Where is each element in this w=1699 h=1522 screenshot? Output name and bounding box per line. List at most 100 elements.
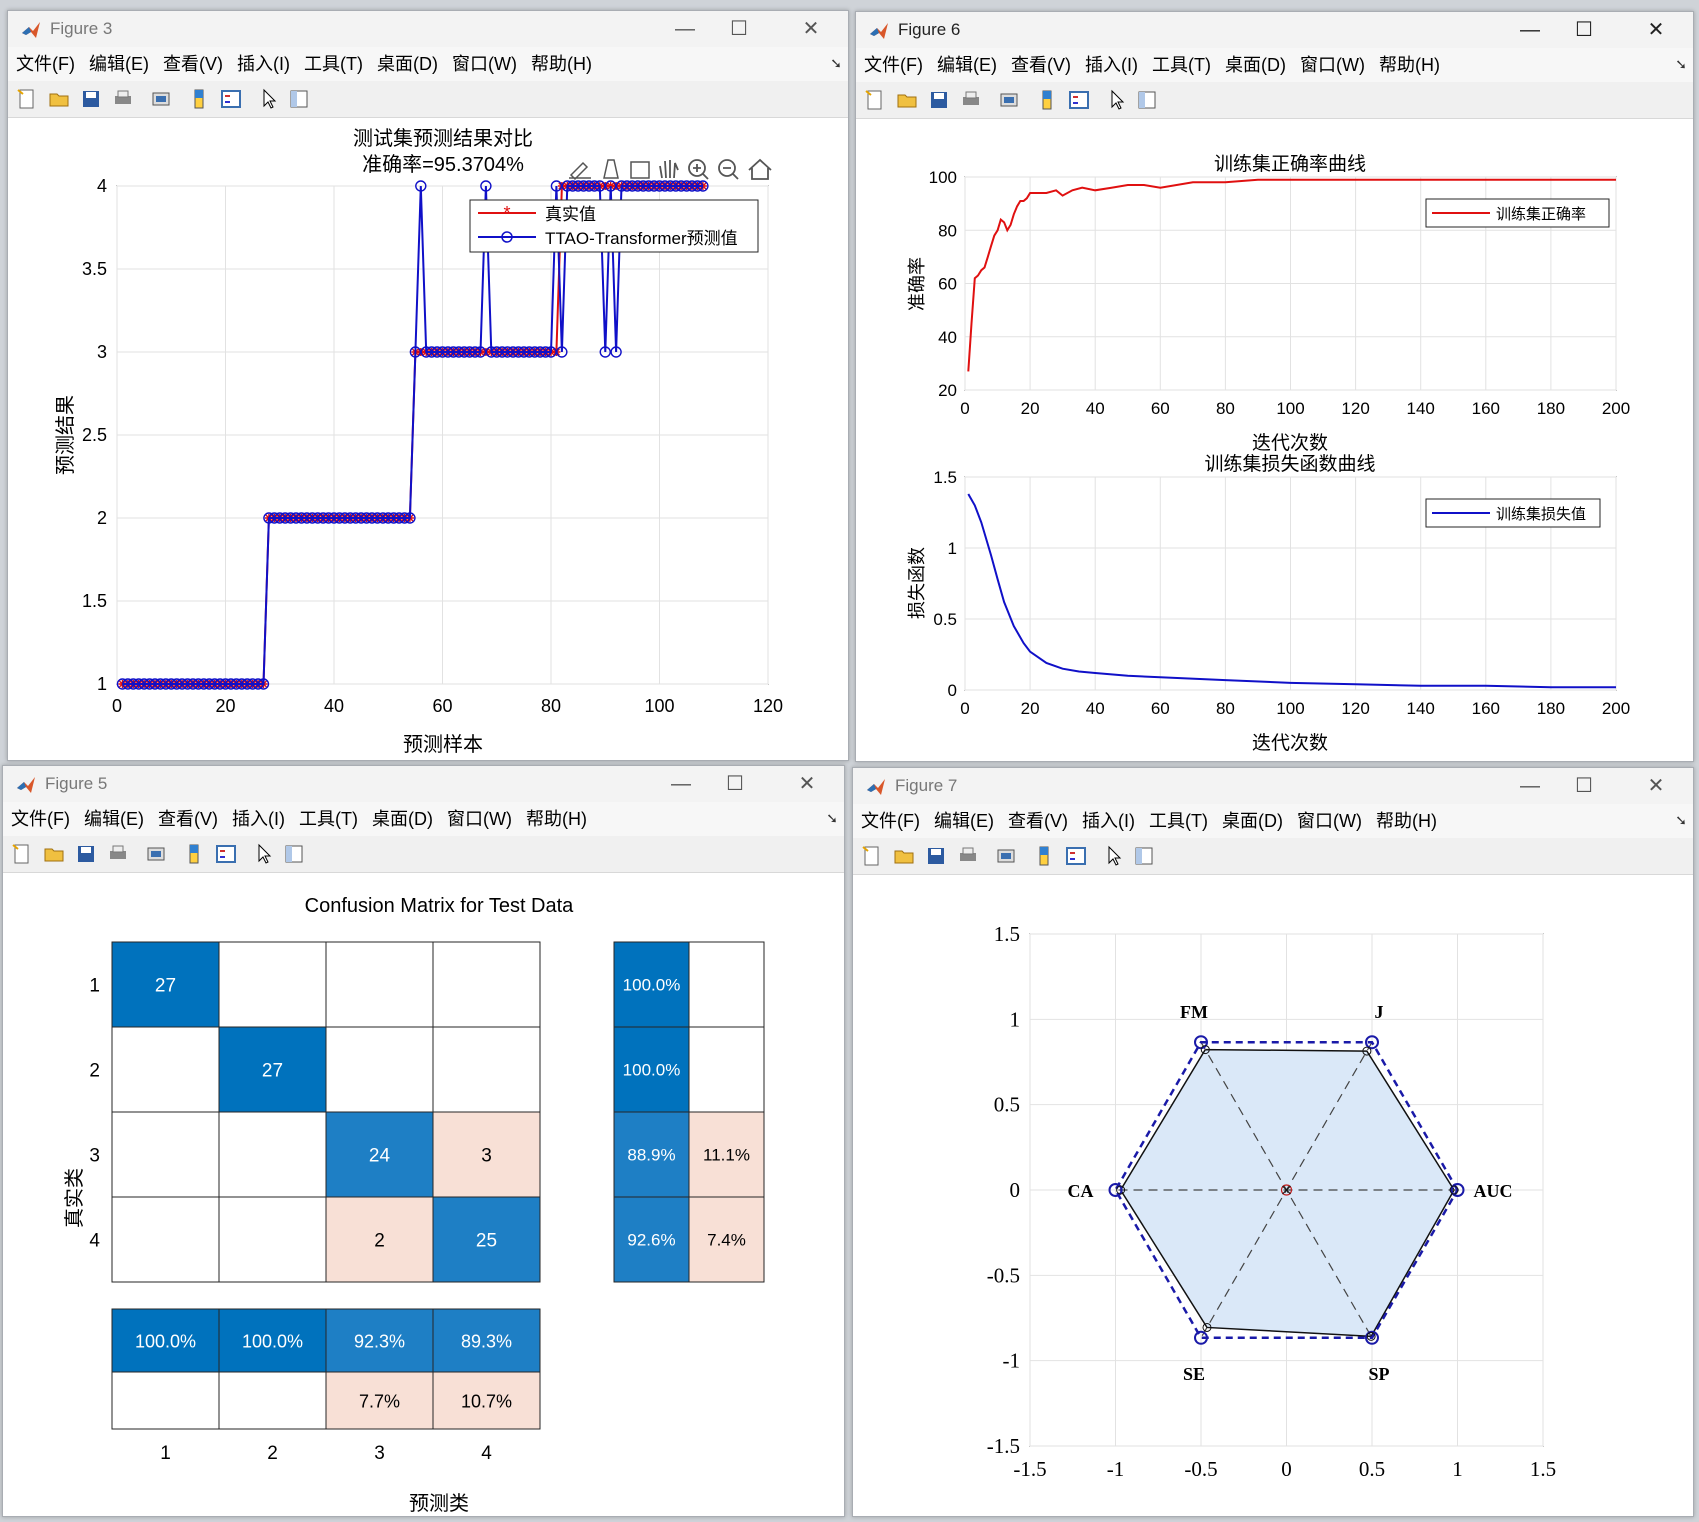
print-icon[interactable] <box>107 843 129 865</box>
maximize-icon[interactable]: ☐ <box>730 18 748 40</box>
maximize-icon[interactable]: ☐ <box>1575 775 1593 797</box>
legend-icon[interactable] <box>220 88 242 110</box>
home-icon[interactable] <box>748 158 772 180</box>
print-preview-icon[interactable] <box>998 89 1020 111</box>
data-tips-icon[interactable] <box>603 159 619 179</box>
dock-arrow-icon[interactable]: ➘ <box>826 810 838 826</box>
dock-arrow-icon[interactable]: ➘ <box>830 55 842 71</box>
figure3-chart[interactable]: 0 20 40 60 80 100 120 11.522.533.54 测试集预测结果对比 … <box>8 118 848 760</box>
menu-file[interactable]: 文件(F) <box>11 809 70 829</box>
pointer-icon[interactable] <box>258 88 280 110</box>
print-preview-icon[interactable] <box>150 88 172 110</box>
menu-insert[interactable]: 插入(I) <box>1081 811 1135 831</box>
menu-tools[interactable]: 工具(T) <box>303 54 363 74</box>
pointer-icon[interactable] <box>1103 845 1125 867</box>
menu-help[interactable]: 帮助(H) <box>525 809 587 829</box>
pointer-icon[interactable] <box>253 843 275 865</box>
minimize-icon[interactable]: — <box>1520 775 1540 797</box>
loss-legend[interactable]: 训练集损失值 <box>1425 498 1601 528</box>
menu-view[interactable]: 查看(V) <box>1010 55 1071 75</box>
legend-icon[interactable] <box>1065 845 1087 867</box>
menu-window[interactable]: 窗口(W) <box>446 809 512 829</box>
new-figure-icon[interactable] <box>11 843 33 865</box>
menu-view[interactable]: 查看(V) <box>157 809 218 829</box>
menu-insert[interactable]: 插入(I) <box>236 54 290 74</box>
save-icon[interactable] <box>80 88 102 110</box>
radar-chart[interactable]: -1.5 -1 -0.5 0 0.5 1 1.5 1.5 1 0.5 0 -0.5 -1 -1.5 AUC… <box>853 875 1693 1516</box>
colorbar-icon[interactable] <box>188 88 210 110</box>
print-icon[interactable] <box>957 845 979 867</box>
dock-arrow-icon[interactable]: ➘ <box>1675 56 1687 72</box>
menu-tools[interactable]: 工具(T) <box>1151 55 1211 75</box>
pan-icon-box[interactable] <box>630 161 650 179</box>
menu-insert[interactable]: 插入(I) <box>1084 55 1138 75</box>
brush-icon[interactable] <box>569 161 591 181</box>
minimize-icon[interactable]: — <box>1520 19 1540 41</box>
new-figure-icon[interactable] <box>16 88 38 110</box>
legend-icon[interactable] <box>215 843 237 865</box>
dock-arrow-icon[interactable]: ➘ <box>1675 812 1687 828</box>
menu-file[interactable]: 文件(F) <box>16 54 75 74</box>
menu-tools[interactable]: 工具(T) <box>1148 811 1208 831</box>
property-inspector-icon[interactable] <box>1136 89 1158 111</box>
menu-help[interactable]: 帮助(H) <box>1378 55 1440 75</box>
menu-window[interactable]: 窗口(W) <box>451 54 517 74</box>
open-icon[interactable] <box>48 88 70 110</box>
save-icon[interactable] <box>928 89 950 111</box>
open-icon[interactable] <box>893 845 915 867</box>
zoom-out-icon[interactable] <box>718 159 739 180</box>
new-figure-icon[interactable] <box>864 89 886 111</box>
print-preview-icon[interactable] <box>995 845 1017 867</box>
legend[interactable]: * 真实值 TTAO-Transformer预测值 <box>469 199 759 253</box>
minimize-icon[interactable]: — <box>675 18 695 40</box>
menu-view[interactable]: 查看(V) <box>162 54 223 74</box>
print-icon[interactable] <box>112 88 134 110</box>
legend-icon[interactable] <box>1068 89 1090 111</box>
menu-tools[interactable]: 工具(T) <box>298 809 358 829</box>
menu-desktop[interactable]: 桌面(D) <box>371 809 433 829</box>
pointer-icon[interactable] <box>1106 89 1128 111</box>
close-icon[interactable]: ✕ <box>802 18 820 40</box>
zoom-in-icon[interactable] <box>688 159 709 180</box>
minimize-icon[interactable]: — <box>671 773 691 795</box>
figure3-titlebar[interactable]: Figure 3 — ☐ ✕ <box>8 11 848 47</box>
new-figure-icon[interactable] <box>861 845 883 867</box>
print-preview-icon[interactable] <box>145 843 167 865</box>
menu-edit[interactable]: 编辑(E) <box>83 809 144 829</box>
close-icon[interactable]: ✕ <box>798 773 816 795</box>
menu-file[interactable]: 文件(F) <box>861 811 920 831</box>
menu-window[interactable]: 窗口(W) <box>1296 811 1362 831</box>
menu-edit[interactable]: 编辑(E) <box>88 54 149 74</box>
open-icon[interactable] <box>896 89 918 111</box>
maximize-icon[interactable]: ☐ <box>726 773 744 795</box>
property-inspector-icon[interactable] <box>1133 845 1155 867</box>
menu-desktop[interactable]: 桌面(D) <box>376 54 438 74</box>
property-inspector-icon[interactable] <box>283 843 305 865</box>
figure6-charts[interactable]: 0 20 40 60 80 100 120 140 160 180 200 20406080100 … <box>856 119 1693 761</box>
menu-window[interactable]: 窗口(W) <box>1299 55 1365 75</box>
save-icon[interactable] <box>75 843 97 865</box>
accuracy-legend[interactable]: 训练集正确率 <box>1425 198 1610 228</box>
figure7-titlebar[interactable]: Figure 7 — ☐ ✕ <box>853 768 1693 804</box>
save-icon[interactable] <box>925 845 947 867</box>
maximize-icon[interactable]: ☐ <box>1575 19 1593 41</box>
menu-edit[interactable]: 编辑(E) <box>936 55 997 75</box>
figure6-titlebar[interactable]: Figure 6 — ☐ ✕ <box>856 12 1693 48</box>
open-icon[interactable] <box>43 843 65 865</box>
colorbar-icon[interactable] <box>1033 845 1055 867</box>
colorbar-icon[interactable] <box>183 843 205 865</box>
figure5-titlebar[interactable]: Figure 5 — ☐ ✕ <box>3 766 844 802</box>
colorbar-icon[interactable] <box>1036 89 1058 111</box>
property-inspector-icon[interactable] <box>288 88 310 110</box>
hand-icon[interactable] <box>659 160 679 179</box>
close-icon[interactable]: ✕ <box>1647 775 1665 797</box>
menu-view[interactable]: 查看(V) <box>1007 811 1068 831</box>
menu-help[interactable]: 帮助(H) <box>1375 811 1437 831</box>
close-icon[interactable]: ✕ <box>1647 19 1665 41</box>
menu-desktop[interactable]: 桌面(D) <box>1221 811 1283 831</box>
menu-help[interactable]: 帮助(H) <box>530 54 592 74</box>
menu-file[interactable]: 文件(F) <box>864 55 923 75</box>
print-icon[interactable] <box>960 89 982 111</box>
menu-insert[interactable]: 插入(I) <box>231 809 285 829</box>
